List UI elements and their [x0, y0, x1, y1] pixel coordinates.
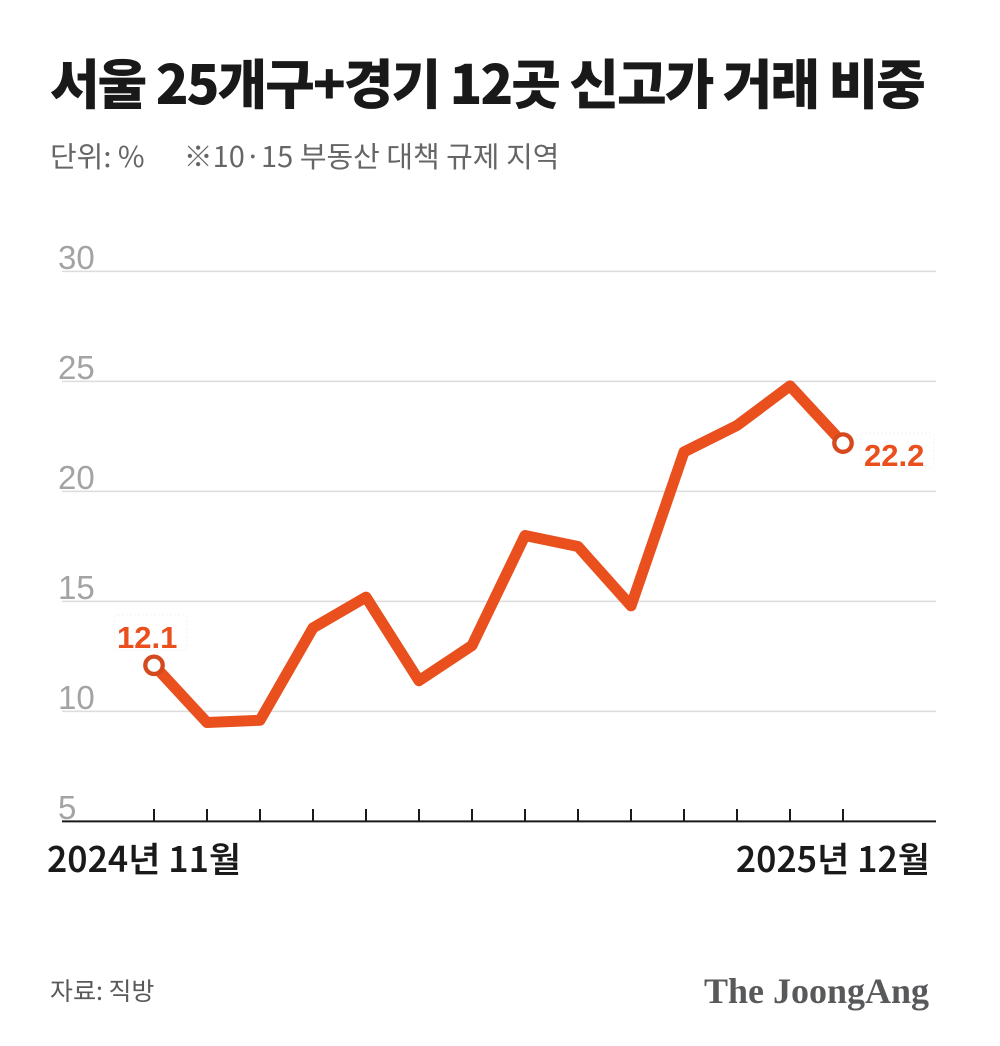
svg-text:2024년 11월: 2024년 11월 — [47, 832, 241, 883]
svg-text:22.2: 22.2 — [864, 438, 924, 473]
svg-text:10: 10 — [58, 679, 95, 716]
svg-text:12.1: 12.1 — [117, 620, 177, 655]
svg-text:25: 25 — [58, 349, 95, 386]
svg-text:2025년 12월: 2025년 12월 — [736, 832, 930, 883]
svg-text:15: 15 — [58, 569, 95, 606]
svg-text:30: 30 — [58, 239, 95, 276]
svg-text:20: 20 — [58, 459, 95, 496]
